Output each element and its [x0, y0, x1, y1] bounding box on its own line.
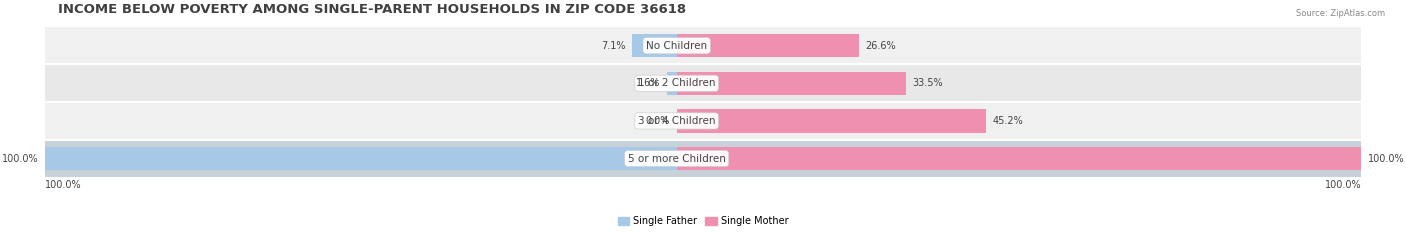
Text: 100.0%: 100.0%	[1368, 154, 1405, 164]
Bar	[45, 27, 1361, 65]
Bar	[45, 102, 1361, 140]
Text: 100.0%: 100.0%	[1, 154, 38, 164]
Text: 100.0%: 100.0%	[1324, 180, 1361, 190]
Text: 1 or 2 Children: 1 or 2 Children	[638, 78, 716, 88]
Bar	[631, 34, 676, 57]
Text: 7.1%: 7.1%	[600, 41, 626, 51]
Bar	[676, 34, 859, 57]
Text: 1.6%: 1.6%	[636, 78, 659, 88]
Bar	[676, 72, 905, 95]
Text: 5 or more Children: 5 or more Children	[627, 154, 725, 164]
Text: No Children: No Children	[647, 41, 707, 51]
Bar	[45, 140, 1361, 177]
Text: 26.6%: 26.6%	[865, 41, 896, 51]
Bar	[666, 72, 676, 95]
Text: 100.0%: 100.0%	[45, 180, 82, 190]
Text: 45.2%: 45.2%	[993, 116, 1024, 126]
Legend: Single Father, Single Mother: Single Father, Single Mother	[617, 216, 789, 226]
Bar	[45, 147, 676, 170]
Text: 3 or 4 Children: 3 or 4 Children	[638, 116, 716, 126]
Bar	[45, 65, 1361, 102]
Text: Source: ZipAtlas.com: Source: ZipAtlas.com	[1296, 9, 1385, 18]
Text: 0.0%: 0.0%	[645, 116, 671, 126]
Bar	[676, 147, 1361, 170]
Bar	[676, 109, 986, 133]
Text: INCOME BELOW POVERTY AMONG SINGLE-PARENT HOUSEHOLDS IN ZIP CODE 36618: INCOME BELOW POVERTY AMONG SINGLE-PARENT…	[58, 3, 686, 16]
Text: 33.5%: 33.5%	[912, 78, 943, 88]
